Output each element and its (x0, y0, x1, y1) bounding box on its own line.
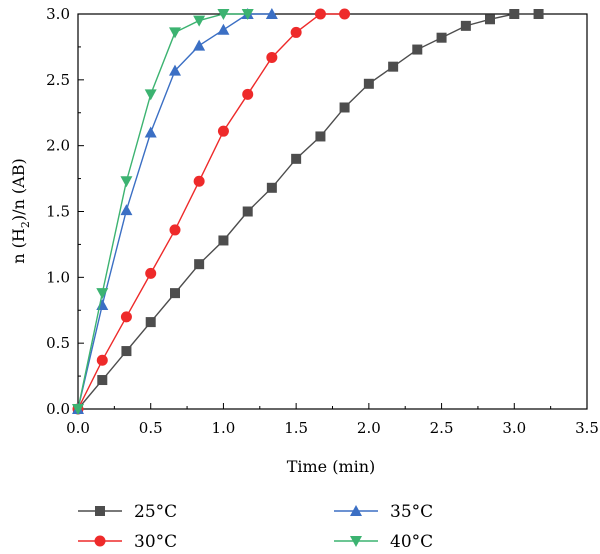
x-axis: 0.0 0.5 1.0 1.5 2.0 2.5 3.0 3.5 (66, 403, 599, 437)
data-point (169, 27, 182, 39)
data-point (315, 131, 326, 142)
data-point (169, 224, 181, 236)
series-line-3 (77, 13, 248, 410)
legend-marker (94, 535, 106, 547)
series-line-0 (77, 13, 539, 410)
data-point (509, 9, 520, 19)
data-point (144, 89, 157, 101)
legend-label: 40°C (390, 532, 433, 552)
data-point (242, 88, 254, 100)
data-point (388, 61, 399, 72)
data-point (265, 8, 278, 19)
legend-item-0: 25°C (78, 502, 177, 522)
legend-label: 30°C (134, 532, 177, 552)
data-point (291, 153, 302, 164)
legend-item-3: 40°C (334, 532, 433, 552)
data-point (217, 23, 230, 35)
y-axis-title-suffix: )/n (AB) (9, 158, 28, 221)
data-point (217, 9, 230, 20)
data-point (339, 8, 351, 20)
data-point (460, 20, 471, 31)
y-tick-label: 2.0 (46, 137, 70, 155)
data-point (120, 204, 133, 216)
y-axis-title-prefix: n (H (9, 228, 28, 264)
x-axis-title: Time (min) (287, 457, 376, 476)
series-0 (73, 9, 544, 414)
data-point (339, 102, 350, 113)
data-point (96, 354, 108, 366)
data-point (242, 206, 253, 217)
y-axis-title: n (H2)/n (AB) (9, 158, 32, 263)
data-point (266, 182, 277, 193)
data-point (363, 78, 374, 89)
legend-item-2: 35°C (334, 502, 433, 522)
x-tick-label: 2.0 (357, 419, 381, 437)
x-tick-label: 1.0 (211, 419, 235, 437)
y-axis-title-subscript: 2 (19, 221, 32, 228)
data-point (145, 267, 157, 279)
plot-area (77, 13, 588, 410)
x-tick-label: 3.5 (575, 419, 599, 437)
series-1 (72, 8, 351, 415)
x-tick-label: 1.5 (284, 419, 308, 437)
series-2 (72, 8, 278, 414)
data-point (217, 125, 229, 137)
legend-marker (350, 505, 362, 516)
data-point (193, 15, 206, 27)
data-point (120, 311, 132, 323)
data-point (484, 14, 495, 25)
data-point (436, 32, 447, 43)
data-point (145, 317, 156, 328)
data-point (533, 9, 544, 19)
legend-marker (350, 536, 362, 547)
data-point (120, 176, 133, 188)
data-point (266, 51, 278, 63)
data-point (193, 175, 205, 187)
series-layer (72, 8, 544, 415)
legend-label: 35°C (390, 502, 433, 522)
y-tick-label: 1.0 (46, 268, 70, 286)
legend-label: 25°C (134, 502, 177, 522)
data-point (97, 375, 108, 386)
data-point (241, 9, 254, 20)
legend-item-1: 30°C (78, 532, 177, 552)
y-tick-label: 2.5 (46, 71, 70, 89)
legend: 25°C 30°C 35°C 40°C (78, 502, 433, 552)
data-point (314, 8, 326, 20)
series-line-1 (77, 13, 345, 410)
data-point (412, 44, 423, 55)
x-tick-label: 3.0 (502, 419, 526, 437)
x-tick-label: 2.5 (430, 419, 454, 437)
legend-marker (95, 506, 105, 516)
x-tick-label: 0.5 (139, 419, 163, 437)
y-tick-label: 0.5 (46, 334, 70, 352)
data-point (96, 288, 109, 300)
data-point (169, 64, 182, 76)
y-axis: 0.0 0.5 1.0 1.5 2.0 2.5 3.0 (46, 5, 84, 418)
series-3 (72, 9, 254, 415)
y-tick-label: 1.5 (46, 203, 70, 221)
data-point (144, 126, 157, 138)
data-point (194, 259, 205, 270)
data-point (72, 404, 84, 415)
plot-frame (77, 13, 588, 410)
data-point (170, 288, 181, 299)
x-tick-label: 0.0 (66, 419, 90, 437)
data-point (290, 26, 302, 38)
y-tick-label: 3.0 (46, 5, 70, 23)
data-point (193, 39, 206, 51)
data-point (218, 235, 229, 246)
data-point (121, 346, 132, 357)
y-tick-label: 0.0 (46, 400, 70, 418)
data-point (96, 298, 109, 310)
